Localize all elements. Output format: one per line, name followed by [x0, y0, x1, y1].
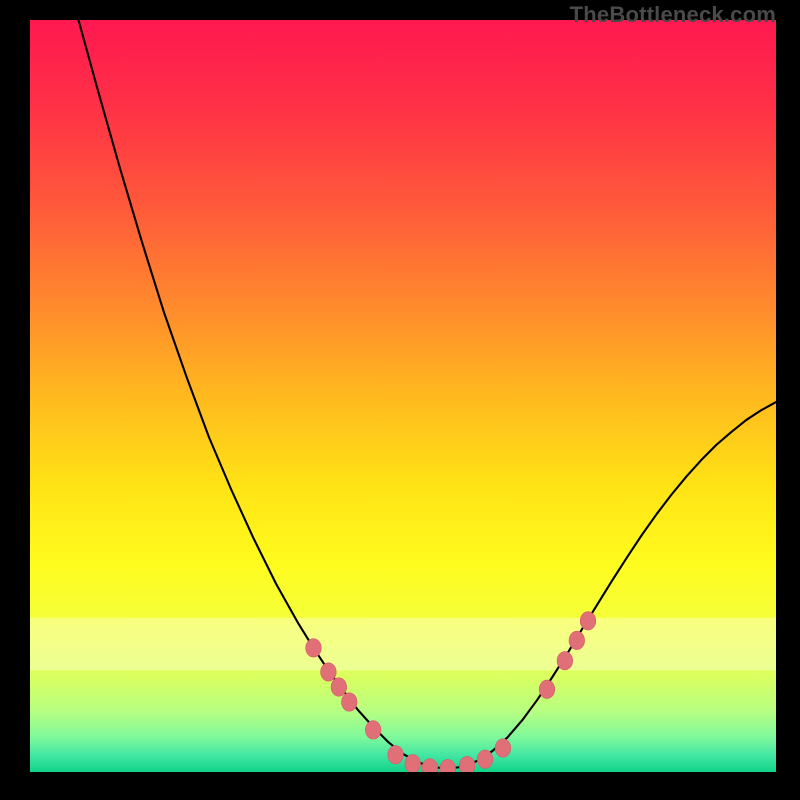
pale-band	[30, 618, 776, 671]
curve-marker	[539, 680, 555, 698]
curve-marker	[495, 739, 511, 757]
curve-marker	[306, 639, 322, 657]
curve-marker	[365, 721, 381, 739]
watermark-text: TheBottleneck.com	[570, 2, 776, 28]
curve-marker	[580, 612, 596, 630]
curve-marker	[331, 678, 347, 696]
curve-marker	[405, 755, 421, 772]
curve-marker	[557, 652, 573, 670]
chart-svg	[30, 20, 776, 772]
curve-marker	[388, 746, 404, 764]
curve-marker	[477, 750, 493, 768]
curve-marker	[341, 693, 357, 711]
curve-marker	[321, 663, 337, 681]
plot-area	[30, 20, 776, 772]
curve-marker	[459, 756, 475, 772]
curve-marker	[569, 631, 585, 649]
